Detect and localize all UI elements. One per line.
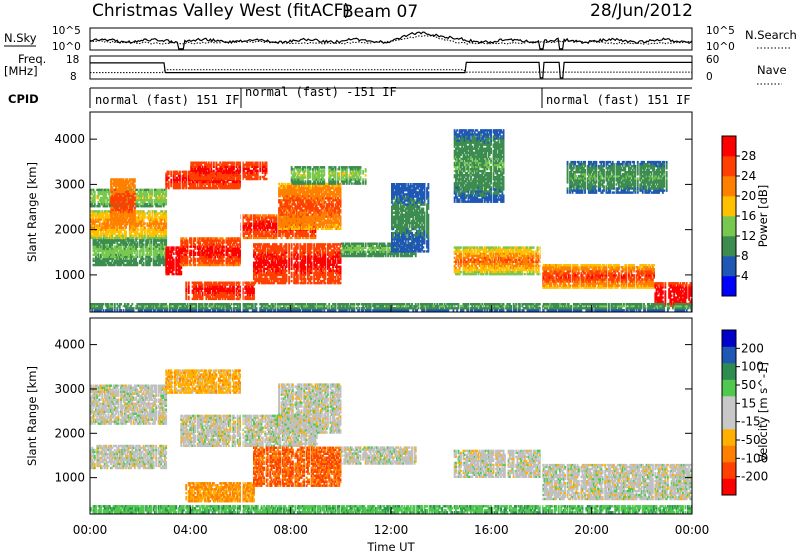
noise-panel: N.Sky 10^5 10^0 10^5 10^0 N.Search — [4, 25, 797, 53]
cpid-segment-2: normal (fast) -151 IF — [245, 85, 397, 99]
power-cell — [120, 246, 122, 248]
nave-tick-top: 60 — [706, 54, 719, 66]
noise-right-tick-top: 10^5 — [706, 25, 735, 37]
radar-figure: Christmas Valley West (fitACF) Beam 07 2… — [0, 0, 800, 554]
noise-left-tick-top: 10^5 — [52, 25, 81, 37]
figure-title: Christmas Valley West (fitACF) — [92, 1, 350, 21]
freq-tick-bottom: 8 — [70, 71, 77, 83]
power-cell — [143, 243, 145, 245]
freq-label-2: [MHz] — [4, 64, 38, 78]
power-cell — [150, 258, 152, 260]
noise-search-trace — [90, 36, 692, 45]
power-cell — [143, 246, 145, 248]
power-cell — [98, 231, 100, 233]
power-cell — [125, 231, 127, 233]
power-cell — [150, 246, 152, 248]
power-cell — [133, 237, 135, 239]
power-cell — [143, 262, 145, 264]
power-cell — [143, 250, 145, 252]
power-cell — [136, 246, 138, 248]
cpid-segment-1: normal (fast) 151 IF — [95, 93, 240, 107]
power-cell — [99, 220, 101, 222]
beam-label: Beam 07 — [342, 2, 418, 22]
nave-tick-bottom: 0 — [706, 71, 713, 83]
power-cell — [148, 239, 150, 241]
date-label: 28/Jun/2012 — [590, 1, 693, 21]
power-cell — [125, 227, 127, 229]
power-cell — [149, 262, 151, 264]
power-cell — [143, 258, 145, 260]
power-cells — [90, 112, 693, 312]
power-cell — [136, 241, 138, 243]
power-cell — [100, 237, 102, 239]
noise-sky-trace — [90, 32, 692, 49]
noise-left-tick-bottom: 10^0 — [52, 41, 81, 53]
power-cell — [108, 220, 110, 222]
power-cell — [136, 262, 138, 264]
cpid-label: CPID — [8, 92, 39, 106]
noise-left-label: N.Sky — [4, 31, 37, 45]
power-cell — [150, 250, 152, 252]
power-cell — [125, 237, 127, 239]
nave-label: Nave — [757, 63, 787, 77]
power-cell — [143, 239, 145, 241]
cpid-panel: CPID normal (fast) 151 IF normal (fast) … — [8, 85, 692, 108]
freq-tick-top: 18 — [66, 54, 79, 66]
power-cell — [150, 239, 152, 241]
power-cell — [165, 239, 167, 241]
noise-right-tick-bottom: 10^0 — [706, 41, 735, 53]
cpid-segment-3: normal (fast) 151 IF — [546, 93, 691, 107]
power-cell — [136, 256, 138, 258]
power-cell — [136, 237, 138, 239]
power-cell — [136, 250, 138, 252]
frequency-panel: Freq. [MHz] 18 8 60 0 Nave — [4, 52, 787, 84]
noise-right-label: N.Search — [745, 28, 797, 42]
